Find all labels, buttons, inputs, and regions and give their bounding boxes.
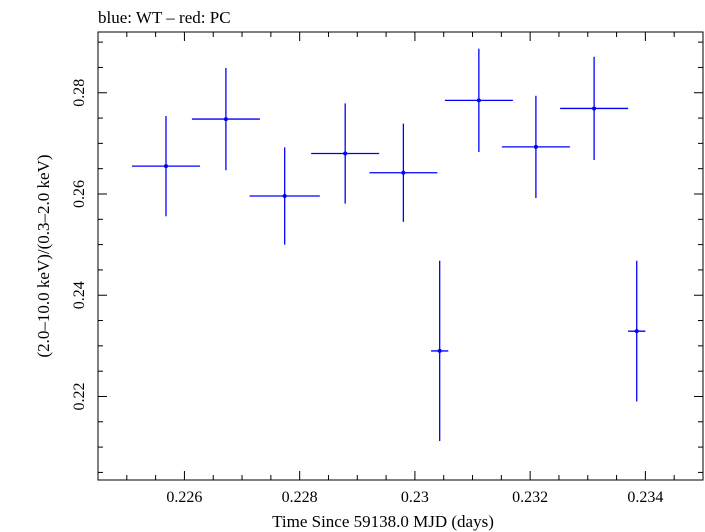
data-point	[131, 116, 200, 217]
point-marker	[592, 106, 597, 111]
point-marker	[282, 194, 287, 199]
x-axis-label: Time Since 59138.0 MJD (days)	[272, 512, 494, 531]
point-marker	[343, 151, 348, 156]
x-tick-label: 0.234	[627, 489, 663, 506]
point-marker	[437, 348, 442, 353]
point-marker	[401, 170, 406, 175]
data-point	[628, 260, 646, 402]
y-axis-label: (2.0–10.0 keV)/(0.3–2.0 keV)	[34, 154, 53, 357]
y-tick-label: 0.22	[71, 382, 88, 410]
y-tick-label: 0.28	[71, 79, 88, 107]
x-tick-label: 0.23	[401, 489, 429, 506]
data-point	[560, 56, 629, 161]
y-tick-label: 0.26	[71, 180, 88, 208]
data-point	[369, 123, 438, 222]
plot-frame	[97, 31, 704, 481]
data-point	[444, 48, 513, 152]
y-tick-label: 0.24	[71, 281, 88, 309]
x-tick-label: 0.226	[166, 489, 202, 506]
data-point	[191, 67, 260, 171]
point-marker	[634, 329, 639, 334]
point-marker	[163, 164, 168, 169]
tick-labels: 0.226 0.228 0.23 0.232 0.234 0.22 0.24 0.26 0.28	[71, 79, 663, 506]
data-point	[501, 95, 570, 199]
data-series	[131, 48, 646, 442]
chart-title: blue: WT – red: PC	[98, 8, 231, 27]
x-tick-label: 0.228	[282, 489, 318, 506]
data-point	[249, 147, 320, 245]
data-point	[431, 260, 449, 442]
point-marker	[533, 144, 538, 149]
point-marker	[476, 98, 481, 103]
data-point	[311, 103, 380, 204]
x-tick-label: 0.232	[512, 489, 548, 506]
point-marker	[223, 117, 228, 122]
axis-ticks	[97, 32, 704, 480]
